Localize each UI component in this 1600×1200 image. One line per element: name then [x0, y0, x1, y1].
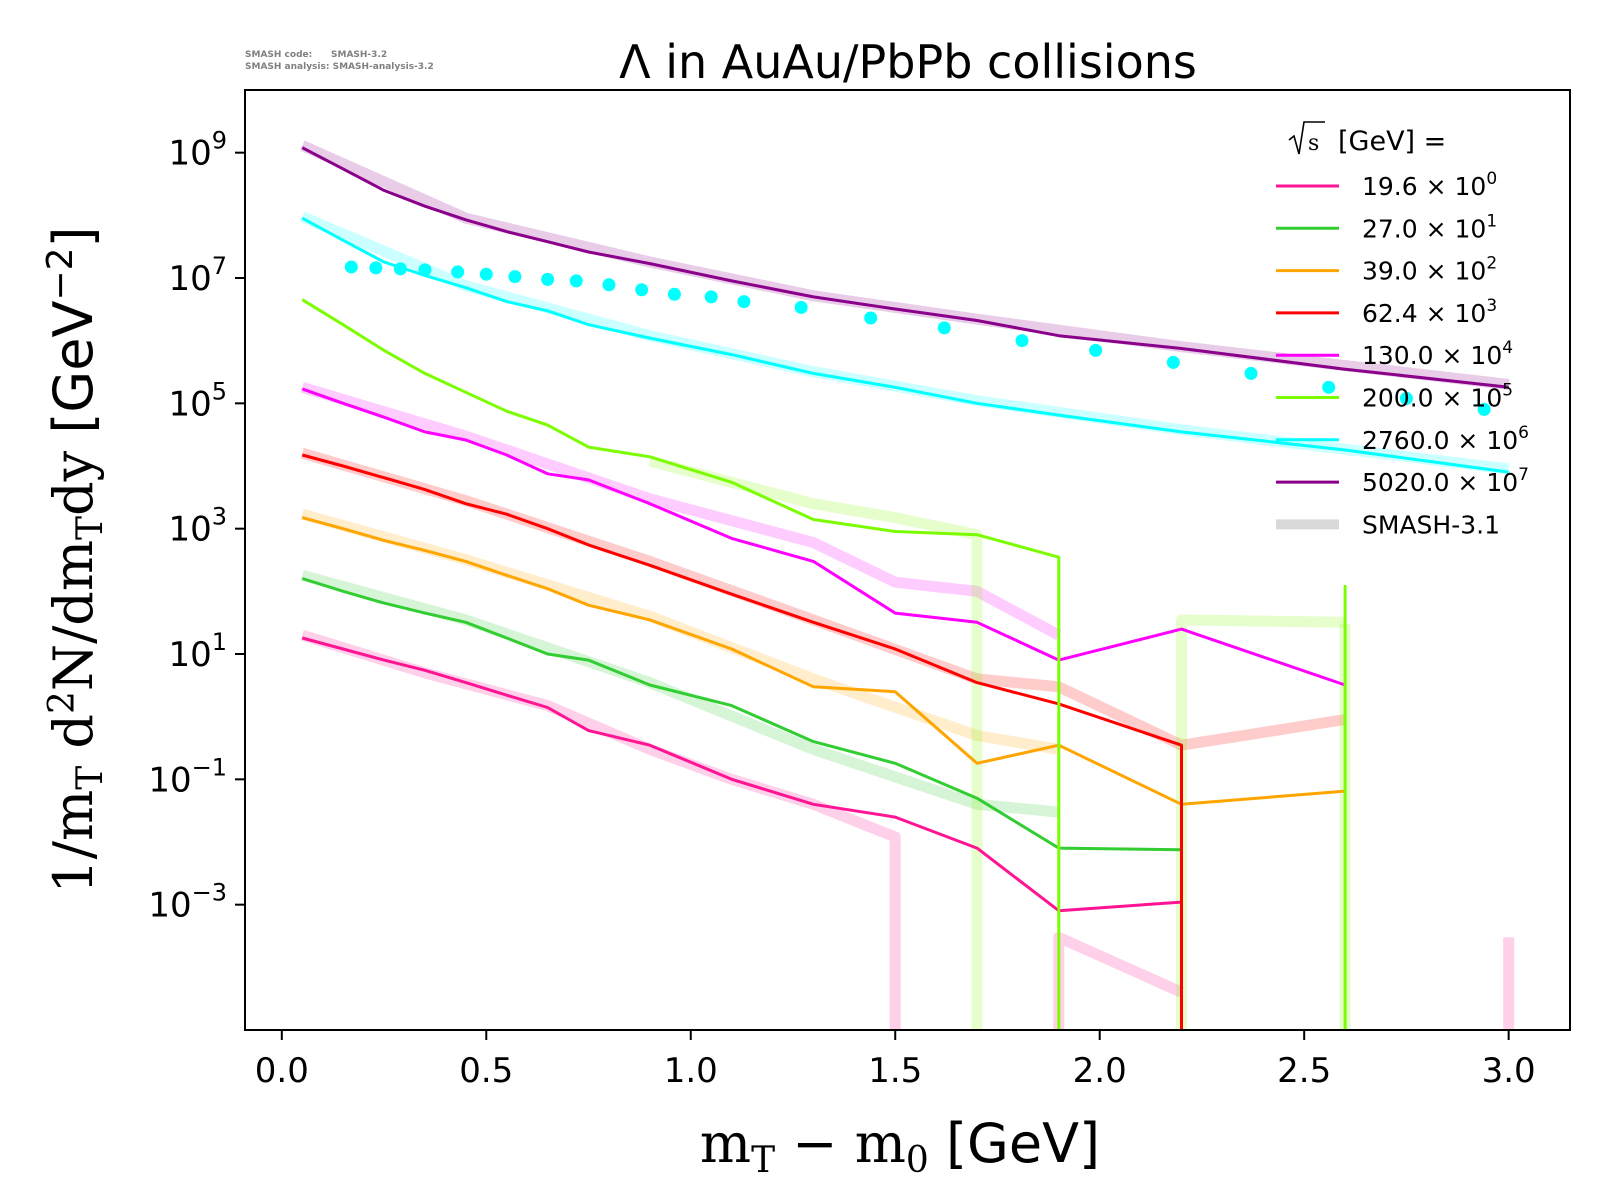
legend-label-27.0: 27.0 × 101 — [1362, 211, 1497, 243]
data-point-2760.0-5 — [479, 267, 493, 281]
y-tick-label: 103 — [168, 503, 227, 550]
x-axis-label: mT − m0 [GeV] — [700, 1112, 1100, 1181]
plot-frame — [244, 89, 1571, 1031]
legend-label-smash31: SMASH-3.1 — [1362, 510, 1500, 539]
x-tick-label: 0.0 — [255, 1051, 309, 1091]
legend-label-19.6: 19.6 × 100 — [1362, 169, 1497, 201]
x-tick-label: 1.0 — [664, 1051, 718, 1091]
data-point-2760.0-13 — [737, 295, 751, 309]
x-tick-label: 0.5 — [459, 1051, 513, 1091]
data-point-2760.0-18 — [1089, 343, 1103, 357]
data-point-2760.0-21 — [1322, 380, 1336, 394]
data-point-2760.0-19 — [1166, 355, 1180, 369]
legend-label-62.4: 62.4 × 103 — [1362, 296, 1497, 328]
smash31-band-7-ref — [300, 140, 1510, 390]
data-point-2760.0-0 — [344, 260, 358, 274]
data-point-2760.0-14 — [794, 300, 808, 314]
smash31-band-3-ref — [300, 447, 1346, 751]
legend-label-130.0: 130.0 × 104 — [1362, 338, 1513, 370]
series-line-130.0 — [301, 387, 1346, 687]
legend-title-s: s — [1308, 131, 1319, 156]
smash31-band-5-ref — [648, 455, 983, 1030]
series-line-39.0 — [301, 516, 1346, 806]
legend-label-39.0: 39.0 × 102 — [1362, 254, 1497, 286]
data-point-2760.0-16 — [937, 321, 951, 335]
smash-code-watermark: SMASH code: SMASH-3.2 — [245, 50, 388, 60]
data-point-2760.0-1 — [369, 261, 383, 275]
x-tick-label: 3.0 — [1482, 1051, 1536, 1091]
series-line-62.4 — [301, 453, 1183, 1030]
series-line-2760.0 — [301, 216, 1509, 474]
smash-analysis-watermark: SMASH analysis: SMASH-analysis-3.2 — [245, 62, 434, 72]
series-line-200.0 — [301, 298, 1347, 1030]
y-tick-label: 107 — [168, 252, 227, 299]
legend: s [GeV] = 19.6 × 100 27.0 × 101 39.0 × 102 62… — [1276, 121, 1529, 539]
smash31-band-0-ref2 — [1053, 931, 1184, 1030]
y-tick-label: 101 — [168, 628, 227, 675]
y-tick-label: 109 — [168, 127, 227, 174]
data-point-2760.0-10 — [635, 283, 649, 297]
data-point-2760.0-6 — [508, 270, 522, 284]
data-point-2760.0-4 — [451, 265, 465, 279]
y-axis-label: 1/mT d2N/dmTdy [GeV−2] — [40, 226, 111, 893]
data-point-2760.0-9 — [602, 278, 616, 292]
x-tick-label: 1.5 — [868, 1051, 922, 1091]
smash31-band-5-ref2 — [1176, 614, 1346, 1030]
smash31-band-0-ref — [300, 629, 901, 1030]
y-tick-label: 105 — [168, 377, 227, 424]
series-line-5020.0 — [301, 146, 1509, 389]
chart-title: Λ in AuAu/PbPb collisions — [619, 35, 1197, 89]
legend-label-200.0: 200.0 × 105 — [1362, 381, 1513, 413]
smash31-band-6-ref — [300, 211, 1510, 475]
data-point-2760.0-2 — [393, 262, 407, 276]
data-point-2760.0-3 — [418, 263, 432, 277]
data-point-2760.0-7 — [541, 272, 555, 286]
series-line-27.0 — [301, 577, 1182, 852]
data-point-2760.0-8 — [569, 274, 583, 288]
legend-title: [GeV] = — [1338, 126, 1446, 157]
data-point-2760.0-11 — [667, 287, 681, 301]
sqrt-symbol — [1288, 121, 1325, 155]
y-tick-label: 10−1 — [148, 753, 227, 800]
x-tick-label: 2.0 — [1073, 1051, 1127, 1091]
y-tick-label: 10−3 — [148, 879, 227, 926]
smash31-band-4-ref — [300, 382, 1062, 640]
series-line-19.6 — [301, 636, 1183, 1030]
legend-label-5020.0: 5020.0 × 107 — [1362, 465, 1529, 497]
data-point-2760.0-17 — [1015, 334, 1029, 348]
data-point-2760.0-20 — [1244, 366, 1258, 380]
data-point-2760.0-22 — [1399, 391, 1413, 405]
data-point-2760.0-15 — [864, 311, 878, 325]
data-point-2760.0-12 — [704, 290, 718, 304]
legend-label-2760.0: 2760.0 × 106 — [1362, 423, 1529, 455]
data-point-2760.0-23 — [1477, 402, 1491, 416]
x-tick-label: 2.5 — [1277, 1051, 1331, 1091]
